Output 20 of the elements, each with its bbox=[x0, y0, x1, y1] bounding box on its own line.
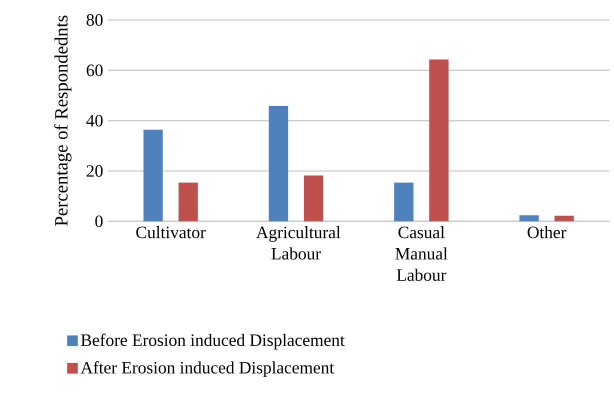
bar bbox=[394, 182, 414, 222]
y-tick-label: 20 bbox=[86, 165, 103, 177]
bar bbox=[519, 215, 539, 222]
bar bbox=[554, 216, 574, 222]
legend-label: After Erosion induced Displacement bbox=[80, 361, 334, 378]
x-tick-label: Casual Manual Labour bbox=[395, 226, 448, 281]
x-tick-label: Cultivator bbox=[136, 226, 206, 238]
y-tick-label: 40 bbox=[86, 114, 103, 127]
bar bbox=[304, 176, 324, 222]
bar bbox=[429, 60, 449, 222]
bar bbox=[143, 130, 163, 222]
x-tick-label: Other bbox=[528, 226, 566, 238]
y-tick-label: 80 bbox=[86, 14, 103, 26]
legend-label: Before Erosion induced Displacement bbox=[80, 334, 345, 350]
y-axis-title: Percentage of Respondednts bbox=[54, 16, 72, 226]
x-tick-label: Agricultural Labour bbox=[256, 226, 340, 260]
bar bbox=[178, 182, 198, 222]
bar bbox=[268, 106, 288, 222]
y-tick-label: 0 bbox=[95, 215, 103, 228]
y-tick-label: 60 bbox=[86, 64, 103, 76]
